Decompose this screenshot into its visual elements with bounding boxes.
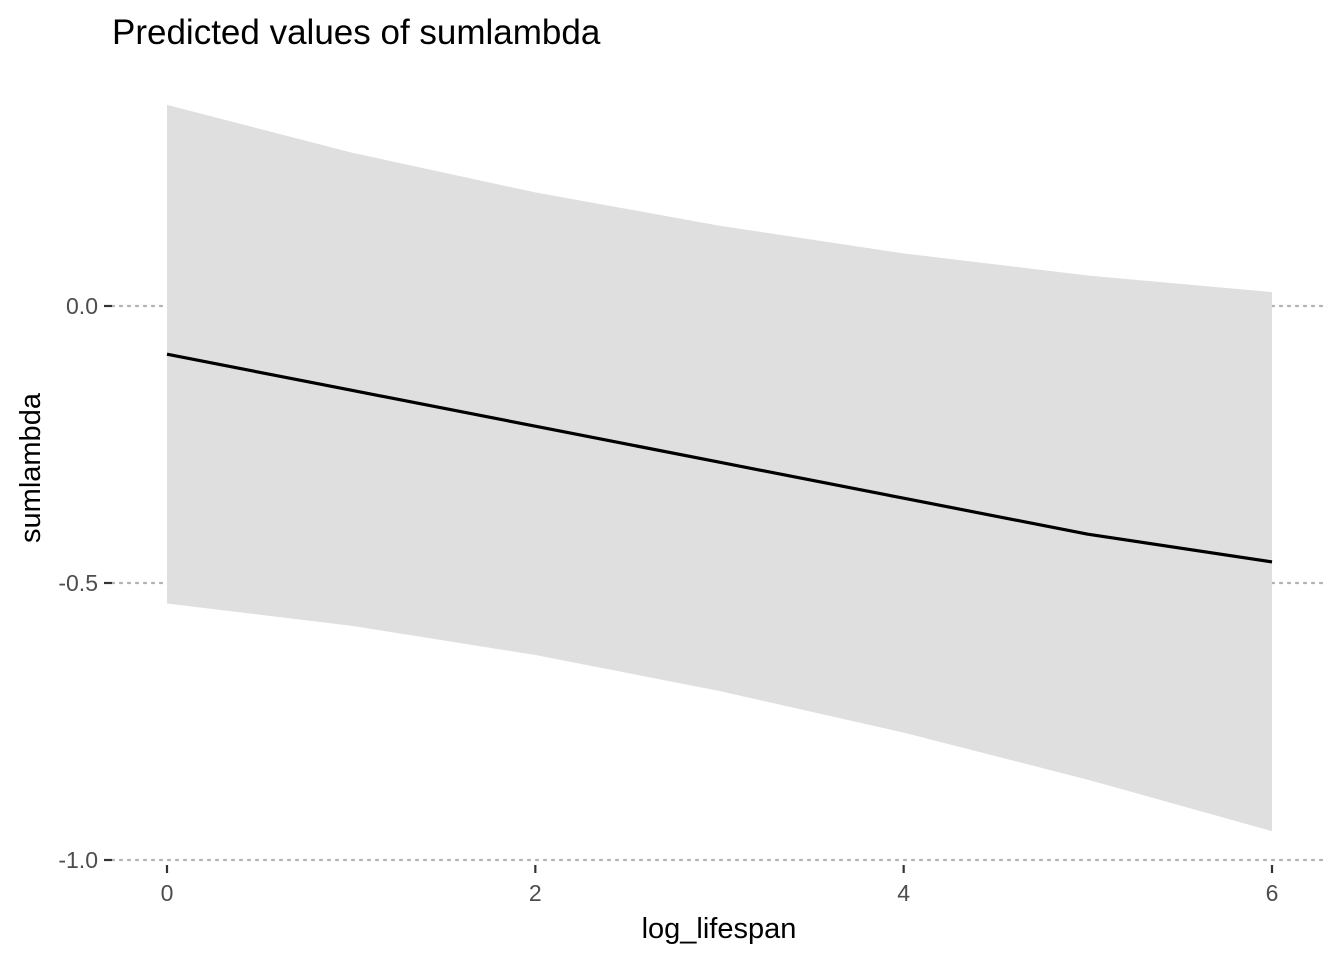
y-axis: 0.0 -0.5 -1.0 xyxy=(58,293,112,873)
y-tick-label-0: 0.0 xyxy=(66,293,98,319)
x-tick-label-0: 0 xyxy=(161,880,174,906)
y-axis-label: sumlambda xyxy=(15,392,47,543)
x-tick-label-1: 2 xyxy=(529,880,542,906)
band-layer xyxy=(167,104,1272,832)
confidence-band xyxy=(167,104,1272,832)
x-axis-label: log_lifespan xyxy=(642,913,797,945)
y-tick-label-2: -1.0 xyxy=(58,847,98,873)
series-line xyxy=(166,352,1273,564)
x-tick-label-3: 6 xyxy=(1266,880,1279,906)
chart-title: Predicted values of sumlambda xyxy=(112,13,601,52)
x-axis: 0 2 4 6 xyxy=(161,865,1279,906)
x-tick-label-2: 4 xyxy=(897,880,910,906)
y-tick-label-1: -0.5 xyxy=(58,570,98,596)
line-layer xyxy=(166,352,1273,564)
